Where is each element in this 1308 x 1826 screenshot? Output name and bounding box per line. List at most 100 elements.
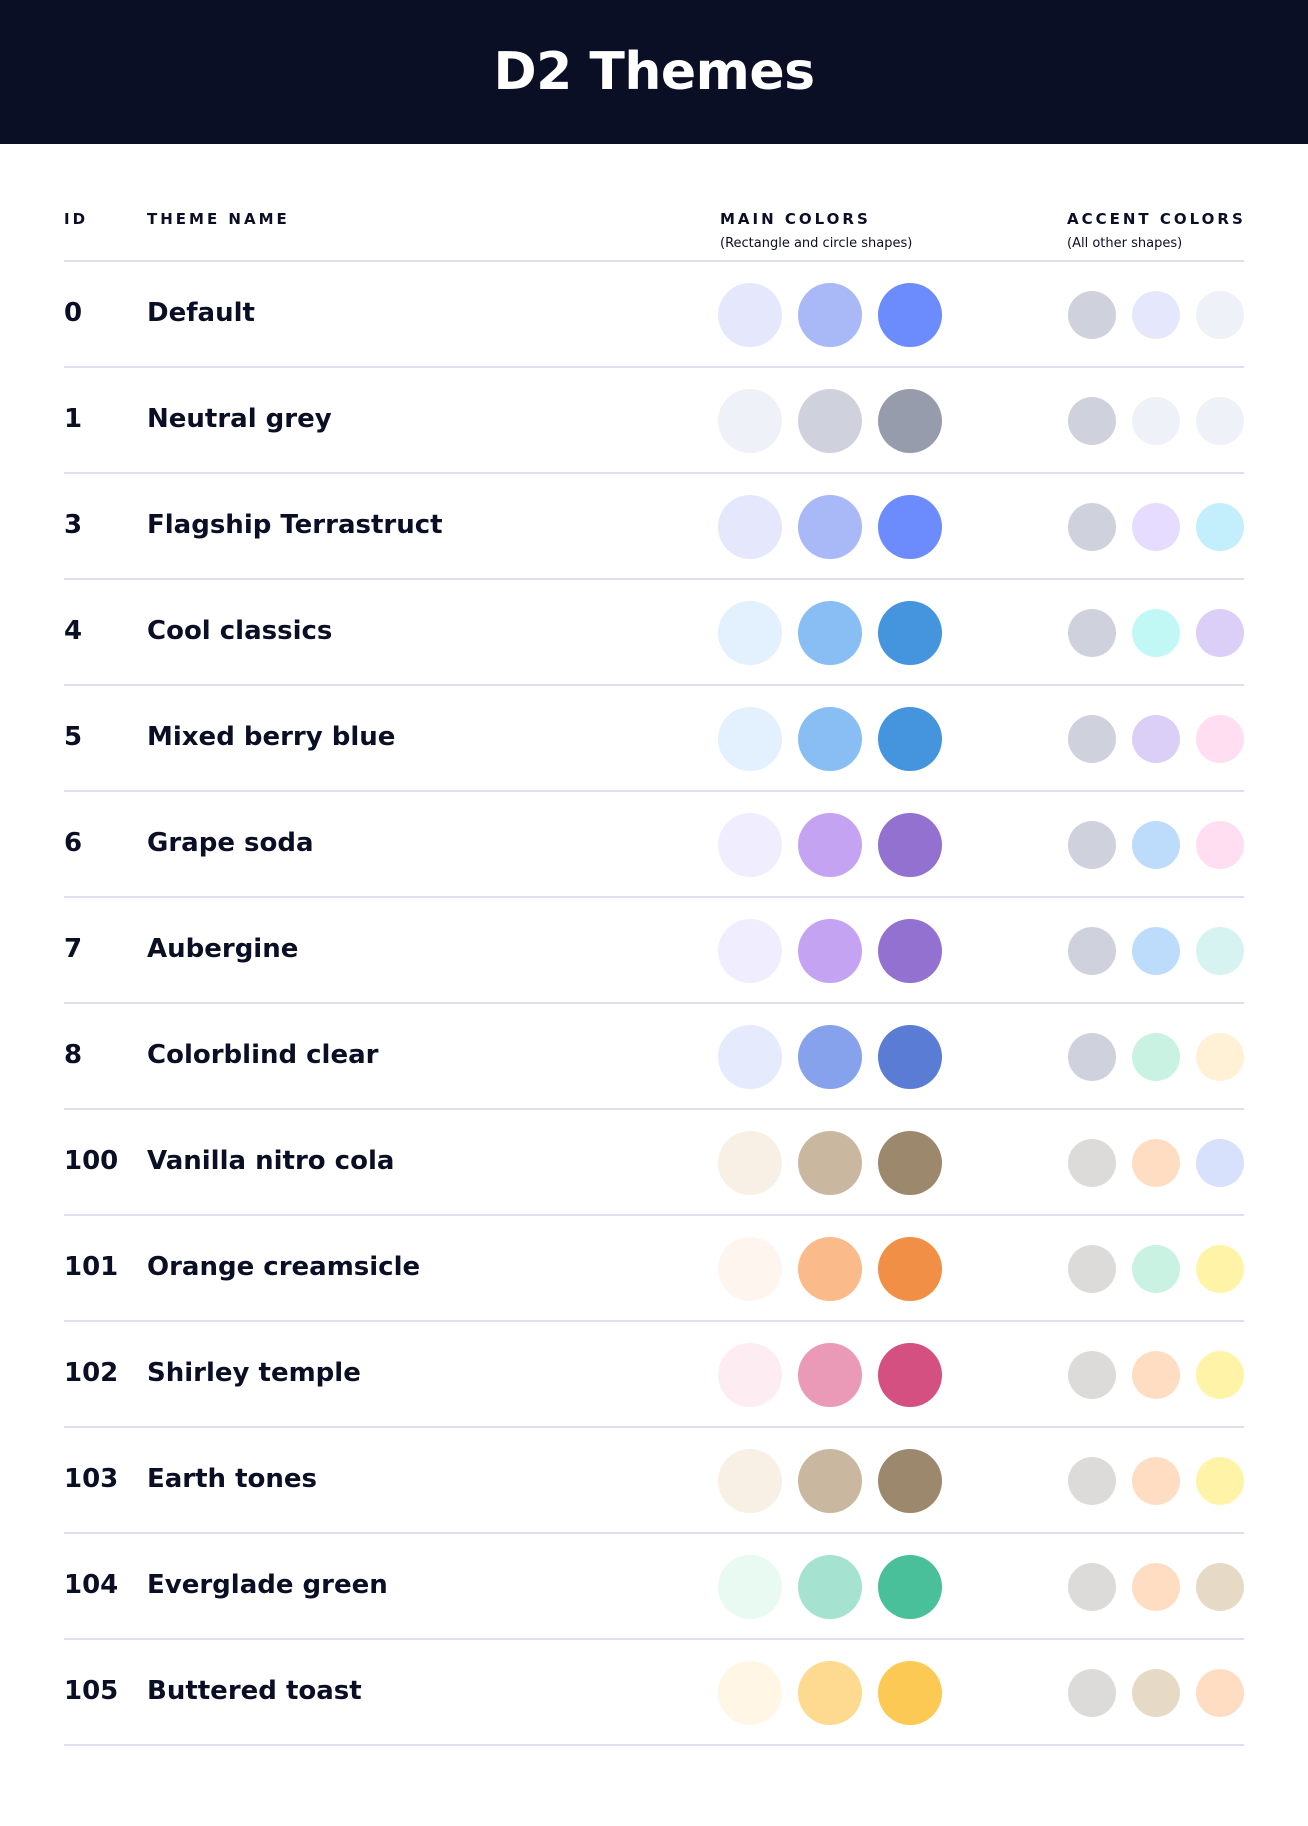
- main-color-swatch: [878, 1343, 942, 1407]
- accent-color-swatch: [1068, 1669, 1116, 1717]
- theme-name: Grape soda: [147, 828, 314, 858]
- accent-color-swatch: [1196, 291, 1244, 339]
- main-color-swatch: [878, 495, 942, 559]
- main-color-swatch: [878, 1555, 942, 1619]
- theme-name: Aubergine: [147, 934, 299, 964]
- theme-id: 101: [64, 1252, 119, 1282]
- theme-name: Flagship Terrastruct: [147, 510, 443, 540]
- main-color-swatch: [798, 601, 862, 665]
- accent-color-swatch: [1196, 503, 1244, 551]
- main-color-swatch: [798, 813, 862, 877]
- table-row: 5 Mixed berry blue: [0, 686, 1308, 792]
- main-color-swatch: [878, 813, 942, 877]
- accent-color-swatch: [1196, 397, 1244, 445]
- row-divider: [64, 896, 1244, 898]
- accent-color-swatch: [1068, 397, 1116, 445]
- table-row: 6 Grape soda: [0, 792, 1308, 898]
- accent-color-swatch: [1196, 1139, 1244, 1187]
- main-color-swatch: [878, 1025, 942, 1089]
- main-color-swatch: [878, 283, 942, 347]
- theme-name: Mixed berry blue: [147, 722, 396, 752]
- main-color-swatch: [718, 389, 782, 453]
- accent-color-swatch: [1196, 821, 1244, 869]
- main-color-swatch: [718, 707, 782, 771]
- accent-color-swatch: [1196, 1033, 1244, 1081]
- main-color-swatch: [718, 283, 782, 347]
- accent-color-swatch: [1068, 503, 1116, 551]
- row-divider: [64, 684, 1244, 686]
- accent-color-swatch: [1196, 609, 1244, 657]
- accent-color-swatch: [1132, 503, 1180, 551]
- column-header-accent-colors: ACCENT COLORS: [1067, 210, 1246, 228]
- theme-name: Everglade green: [147, 1570, 388, 1600]
- accent-color-swatch: [1068, 291, 1116, 339]
- column-header-main-colors: MAIN COLORS: [720, 210, 871, 228]
- theme-id: 4: [64, 616, 83, 646]
- theme-id: 105: [64, 1676, 119, 1706]
- accent-color-swatch: [1196, 1457, 1244, 1505]
- theme-id: 8: [64, 1040, 83, 1070]
- main-color-swatch: [798, 1025, 862, 1089]
- main-color-swatch: [798, 919, 862, 983]
- accent-color-swatch: [1132, 291, 1180, 339]
- accent-color-swatch: [1132, 821, 1180, 869]
- column-header-theme-name: THEME NAME: [147, 210, 290, 228]
- accent-color-swatch: [1068, 821, 1116, 869]
- column-subheader-accent-colors: (All other shapes): [1067, 236, 1183, 251]
- theme-id: 104: [64, 1570, 119, 1600]
- theme-id: 102: [64, 1358, 119, 1388]
- theme-name: Orange creamsicle: [147, 1252, 421, 1282]
- accent-color-swatch: [1196, 1351, 1244, 1399]
- theme-name: Earth tones: [147, 1464, 318, 1494]
- row-divider: [64, 1532, 1244, 1534]
- main-color-swatch: [878, 707, 942, 771]
- accent-color-swatch: [1068, 1563, 1116, 1611]
- theme-id: 0: [64, 298, 83, 328]
- main-color-swatch: [718, 1343, 782, 1407]
- accent-color-swatch: [1068, 1351, 1116, 1399]
- theme-id: 103: [64, 1464, 119, 1494]
- row-divider: [64, 790, 1244, 792]
- accent-color-swatch: [1132, 1139, 1180, 1187]
- accent-color-swatch: [1132, 609, 1180, 657]
- row-divider: [64, 366, 1244, 368]
- table-row: 105 Buttered toast: [0, 1640, 1308, 1746]
- accent-color-swatch: [1132, 1457, 1180, 1505]
- row-divider: [64, 1744, 1244, 1746]
- table-row: 104 Everglade green: [0, 1534, 1308, 1640]
- main-color-swatch: [718, 601, 782, 665]
- accent-color-swatch: [1132, 1669, 1180, 1717]
- row-divider: [64, 1214, 1244, 1216]
- theme-id: 3: [64, 510, 83, 540]
- main-color-swatch: [718, 1237, 782, 1301]
- main-color-swatch: [878, 601, 942, 665]
- accent-color-swatch: [1132, 1563, 1180, 1611]
- accent-color-swatch: [1132, 927, 1180, 975]
- accent-color-swatch: [1196, 1669, 1244, 1717]
- main-color-swatch: [798, 707, 862, 771]
- main-color-swatch: [798, 1237, 862, 1301]
- accent-color-swatch: [1132, 397, 1180, 445]
- accent-color-swatch: [1068, 1033, 1116, 1081]
- accent-color-swatch: [1196, 715, 1244, 763]
- main-color-swatch: [798, 1449, 862, 1513]
- theme-id: 1: [64, 404, 83, 434]
- accent-color-swatch: [1132, 1245, 1180, 1293]
- accent-color-swatch: [1196, 1245, 1244, 1293]
- theme-id: 7: [64, 934, 83, 964]
- main-color-swatch: [718, 1025, 782, 1089]
- main-color-swatch: [718, 1555, 782, 1619]
- main-color-swatch: [878, 389, 942, 453]
- row-divider: [64, 578, 1244, 580]
- main-color-swatch: [718, 495, 782, 559]
- table-row: 103 Earth tones: [0, 1428, 1308, 1534]
- main-color-swatch: [798, 1555, 862, 1619]
- theme-name: Shirley temple: [147, 1358, 361, 1388]
- main-color-swatch: [798, 1661, 862, 1725]
- theme-id: 5: [64, 722, 83, 752]
- main-color-swatch: [878, 1131, 942, 1195]
- theme-name: Default: [147, 298, 255, 328]
- table-row: 4 Cool classics: [0, 580, 1308, 686]
- column-subheader-main-colors: (Rectangle and circle shapes): [720, 236, 913, 251]
- theme-name: Vanilla nitro cola: [147, 1146, 395, 1176]
